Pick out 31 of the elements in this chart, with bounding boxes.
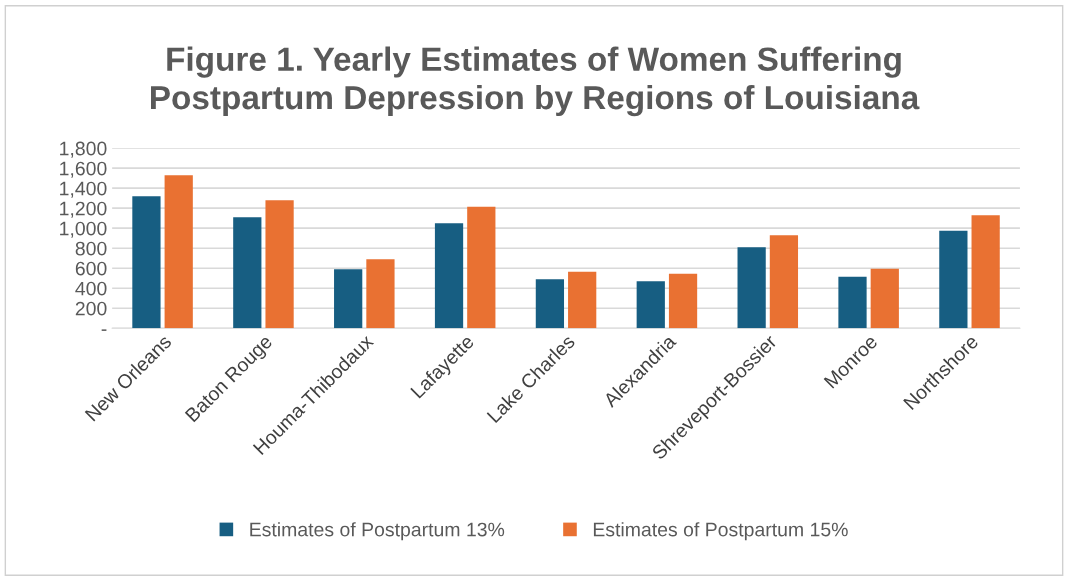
y-tick-label: 1,600 <box>60 161 107 178</box>
bar <box>971 215 1000 329</box>
bar <box>535 279 565 329</box>
bar <box>132 196 161 329</box>
bar <box>467 206 496 329</box>
legend-label: Estimates of Postpartum 15% <box>593 522 848 541</box>
bar <box>668 273 698 329</box>
bar <box>164 175 193 329</box>
bar <box>366 259 395 329</box>
y-tick-label: 1,200 <box>60 201 107 218</box>
y-tick-label: 400 <box>75 281 107 296</box>
bar <box>769 235 799 329</box>
bar <box>636 281 665 329</box>
bar <box>233 217 262 329</box>
bar <box>737 247 766 329</box>
y-tick-label: - <box>101 329 107 331</box>
bar <box>870 268 899 329</box>
y-tick-label: 600 <box>75 261 107 276</box>
legend-label: Estimates of Postpartum 13% <box>250 522 505 541</box>
bar <box>434 223 464 329</box>
y-tick-label: 1,800 <box>60 141 107 158</box>
y-tick-label: 1,000 <box>60 221 107 238</box>
chart-title: Figure 1. Yearly Estimates of Women Suffering Postpartum Depression by Regions of Louisiana <box>151 46 920 117</box>
y-tick-label: 200 <box>75 301 107 316</box>
bar <box>265 200 294 329</box>
y-tick-label: 800 <box>75 241 107 256</box>
bar <box>939 230 968 329</box>
bar <box>568 271 597 329</box>
bar <box>838 276 867 329</box>
bar <box>334 269 363 329</box>
y-tick-label: 1,400 <box>60 181 107 198</box>
